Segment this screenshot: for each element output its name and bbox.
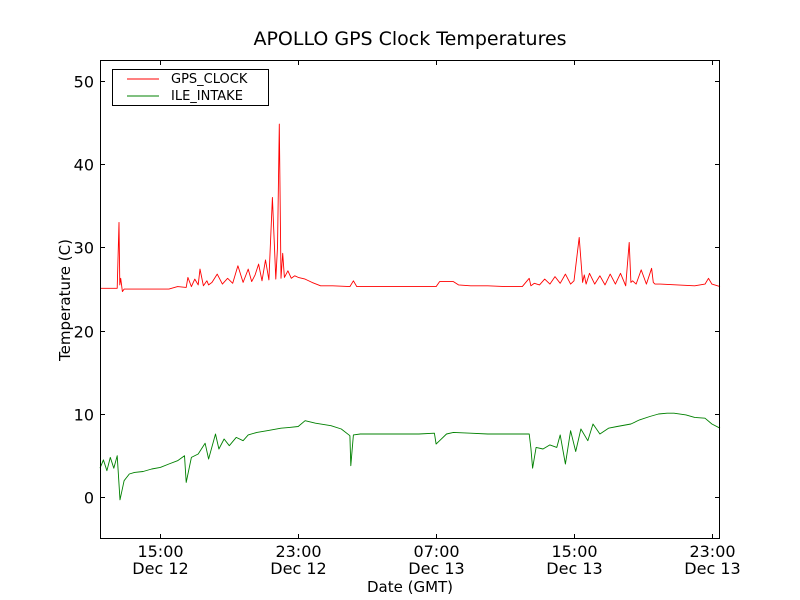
y-tick-label: 50	[74, 73, 94, 92]
x-tick-label-time: 15:00	[551, 542, 597, 561]
legend-box	[112, 69, 269, 106]
y-tick-label: 0	[84, 489, 94, 508]
x-tick-label-date: Dec 13	[684, 559, 740, 578]
plot-frame	[100, 60, 720, 539]
y-tick-label: 40	[74, 156, 94, 175]
legend: GPS_CLOCK ILE_INTAKE	[112, 69, 269, 106]
y-axis-label: Temperature (C)	[56, 239, 74, 362]
chart-title: APOLLO GPS Clock Temperatures	[253, 28, 566, 50]
x-tick-label-date: Dec 12	[132, 559, 188, 578]
x-tick-label-date: Dec 13	[546, 559, 602, 578]
x-tick-label-date: Dec 12	[270, 559, 326, 578]
x-tick-label-date: Dec 13	[408, 559, 464, 578]
y-tick-label: 10	[74, 406, 94, 425]
y-tick-label: 30	[74, 239, 94, 258]
legend-label-ile-intake: ILE_INTAKE	[171, 89, 243, 104]
y-tick-label: 20	[74, 323, 94, 342]
x-tick-label-time: 23:00	[275, 542, 321, 561]
series-line-gps-clock	[100, 123, 721, 293]
x-tick-label-time: 15:00	[137, 542, 183, 561]
x-axis-label: Date (GMT)	[367, 578, 453, 596]
legend-label-gps-clock: GPS_CLOCK	[171, 72, 248, 87]
series-line-ile-intake	[99, 412, 721, 501]
x-tick-label-time: 07:00	[413, 542, 459, 561]
x-tick-label-time: 23:00	[689, 542, 735, 561]
